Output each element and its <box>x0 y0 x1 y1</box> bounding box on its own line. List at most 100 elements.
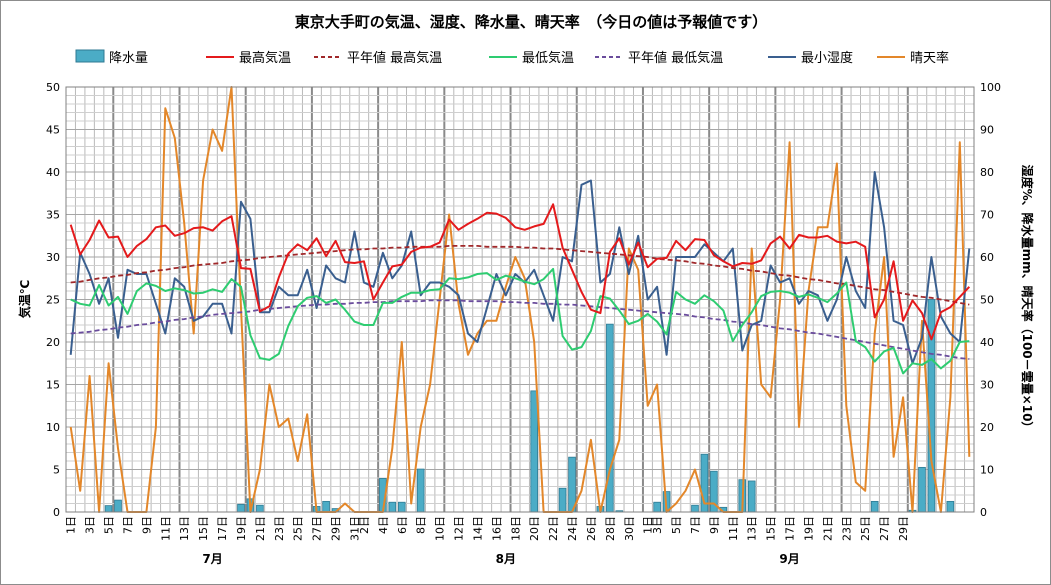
month-label: 9月 <box>779 552 799 566</box>
y-right-tick-label: 80 <box>980 166 994 179</box>
precipitation-bar <box>104 505 113 513</box>
x-tick-label: 12日 <box>453 516 466 541</box>
x-tick-label: 28日 <box>604 516 617 541</box>
precipitation-bar <box>256 504 264 513</box>
x-tick-label: 5日 <box>103 516 116 534</box>
series-line-最低気温 <box>70 267 970 375</box>
y-left-tick-label: 25 <box>46 294 60 307</box>
y-right-tick-label: 0 <box>980 506 987 519</box>
y-right-tick-label: 40 <box>980 336 994 349</box>
y-right-tick-label: 60 <box>980 251 994 264</box>
x-tick-label: 4日 <box>377 516 390 534</box>
legend-label: 平年値 最低気温 <box>628 50 723 66</box>
y-right-tick-label: 90 <box>980 124 994 137</box>
x-tick-label: 5日 <box>670 516 683 534</box>
x-tick-label: 10日 <box>434 516 447 541</box>
axes: 0 5 10 15 20 25 30 35 40 45 50 0 10 20 30 40 50 60 70 80 90 1… <box>46 81 1001 566</box>
precipitation-bar <box>237 503 245 513</box>
precipitation-bar <box>397 501 406 513</box>
x-tick-label: 21日 <box>821 516 834 541</box>
precipitation-bar <box>946 500 955 513</box>
precipitation-bar <box>388 501 397 513</box>
x-tick-label: 21日 <box>254 516 267 541</box>
y-right-tick-label: 10 <box>980 464 994 477</box>
legend-label: 晴天率 <box>910 50 949 66</box>
legend: 降水量 最高気温 平年値 最高気温 最低気温 平年値 最低気温 最小湿度 晴天率 <box>75 49 949 66</box>
x-tick-label: 23日 <box>273 516 286 541</box>
y-right-tick-label: 70 <box>980 209 994 222</box>
x-tick-label: 16日 <box>490 516 503 541</box>
x-tick-label: 8日 <box>415 516 428 534</box>
x-tick-label: 3日 <box>651 516 664 534</box>
x-tick-label: 19日 <box>802 516 815 541</box>
x-tick-label: 13日 <box>746 516 759 541</box>
precipitation-bar <box>322 500 330 513</box>
legend-label: 降水量 <box>109 51 148 66</box>
x-tick-label: 15日 <box>197 516 210 541</box>
y-axis-right-title: 湿度%、降水量mm、晴天率（100－雲量×10） <box>1020 165 1035 434</box>
x-tick-label: 3日 <box>84 516 97 534</box>
series-line-平年値 最高気温 <box>70 244 970 306</box>
x-tick-label: 22日 <box>547 516 560 541</box>
precipitation-bar <box>530 390 538 513</box>
y-left-tick-label: 35 <box>46 209 60 222</box>
legend-label: 平年値 最高気温 <box>347 50 442 66</box>
series-line-最高気温 <box>69 203 971 341</box>
month-label: 7月 <box>202 552 222 566</box>
x-tick-label: 20日 <box>528 516 541 541</box>
legend-label: 最低気温 <box>522 50 574 66</box>
x-tick-label: 18日 <box>509 516 522 541</box>
x-tick-label: 25日 <box>292 516 305 541</box>
x-tick-label: 11日 <box>727 516 740 541</box>
x-tick-label: 7日 <box>121 516 134 534</box>
y-right-tick-label: 50 <box>980 294 994 307</box>
precipitation-bar <box>568 456 576 513</box>
precipitation-bar <box>691 504 699 513</box>
y-left-tick-label: 0 <box>53 506 60 519</box>
x-tick-label: 1日 <box>65 516 78 534</box>
legend-swatch-bar <box>75 49 105 63</box>
precipitation-bar <box>114 499 122 513</box>
precipitation-bar <box>653 501 661 513</box>
x-tick-label: 2日 <box>358 516 371 534</box>
x-tick-label: 24日 <box>566 516 579 541</box>
series-line-平年値 最低気温 <box>70 299 970 360</box>
x-tick-label: 9日 <box>140 516 153 534</box>
legend-label: 最小湿度 <box>801 50 853 66</box>
y-left-tick-label: 15 <box>46 379 60 392</box>
x-tick-label: 17日 <box>784 516 797 541</box>
x-tick-label: 31日 <box>348 516 361 541</box>
precipitation-bar <box>558 487 567 513</box>
plot-border <box>65 86 975 513</box>
y-left-tick-label: 40 <box>46 166 60 179</box>
x-tick-label: 14日 <box>471 516 484 541</box>
x-tick-label: 27日 <box>878 516 891 541</box>
x-tick-label: 29日 <box>897 516 910 541</box>
y-axis-left-title: 気温℃ <box>17 280 32 319</box>
x-tick-label: 11日 <box>159 516 172 541</box>
precipitation-bar <box>416 468 425 513</box>
precipitation-bar <box>747 480 756 513</box>
x-tick-label: 17日 <box>216 516 229 541</box>
legend-label: 最高気温 <box>239 50 291 66</box>
month-label: 8月 <box>496 552 516 566</box>
y-left-tick-label: 5 <box>53 464 60 477</box>
x-tick-label: 26日 <box>585 516 598 541</box>
x-tick-label: 9日 <box>708 516 721 534</box>
precipitation-bar <box>918 466 926 513</box>
x-tick-label: 30日 <box>623 516 636 541</box>
x-tick-label: 6日 <box>396 516 409 534</box>
precipitation-bar <box>870 500 879 513</box>
y-right-tick-label: 20 <box>980 421 994 434</box>
x-tick-label: 25日 <box>859 516 872 541</box>
x-tick-label: 29日 <box>330 516 343 541</box>
x-tick-label: 19日 <box>235 516 248 541</box>
x-tick-label: 7日 <box>689 516 702 534</box>
y-left-tick-label: 20 <box>46 336 60 349</box>
x-tick-label: 1日 <box>642 516 655 534</box>
x-tick-label: 23日 <box>840 516 853 541</box>
series-lines <box>69 86 971 513</box>
chart-title: 東京大手町の気温、湿度、降水量、晴天率 （今日の値は予報値です） <box>295 13 768 31</box>
x-tick-label: 27日 <box>311 516 324 541</box>
